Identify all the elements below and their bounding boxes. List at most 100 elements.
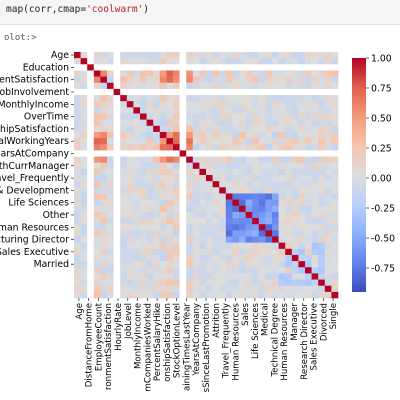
heatmap-cell [173, 248, 180, 256]
heatmap-cell [113, 150, 121, 157]
heatmap-cell [192, 261, 200, 268]
heatmap-cell [126, 113, 134, 120]
heatmap-cell [173, 230, 180, 237]
heatmap-cell [199, 162, 207, 170]
heatmap-cell [113, 107, 121, 114]
heatmap-cell [265, 101, 273, 108]
heatmap-cell [232, 230, 240, 237]
y-tick-label: Married [34, 259, 70, 270]
heatmap-cell [291, 181, 299, 188]
heatmap-cell [173, 181, 180, 188]
heatmap-cell [212, 125, 220, 133]
heatmap-cell [324, 218, 332, 225]
heatmap-cell [232, 267, 240, 274]
heatmap-cell [206, 82, 213, 90]
heatmap-cell [133, 279, 141, 286]
heatmap-cell [80, 261, 88, 268]
heatmap-cell [140, 101, 147, 108]
heatmap-cell [100, 119, 108, 127]
colorbar-tick-label: -0.25 [371, 203, 395, 214]
heatmap-cell [265, 64, 273, 71]
heatmap-cell [311, 138, 319, 145]
heatmap-cell [232, 211, 240, 219]
heatmap-cell [87, 254, 95, 262]
heatmap-cell [93, 64, 101, 71]
heatmap-cell [252, 144, 260, 151]
heatmap-cell [252, 64, 260, 71]
x-tick-labels: Age DistanceFromHome EmployeeCount ronmentS… [75, 298, 339, 392]
heatmap-cell [179, 95, 187, 102]
heatmap-cell [305, 218, 312, 225]
heatmap-cell [93, 88, 101, 96]
heatmap-cell [285, 52, 293, 59]
heatmap-cell [146, 236, 154, 243]
heatmap-cell [87, 64, 95, 71]
heatmap-cell [232, 88, 240, 96]
heatmap-cell [146, 187, 154, 194]
heatmap-cell [179, 64, 187, 71]
heatmap-cell [173, 261, 180, 268]
heatmap-cell [318, 70, 326, 77]
y-tick-label: Life Sciences [8, 198, 69, 209]
heatmap-cell [291, 107, 299, 114]
heatmap-cell [311, 131, 319, 139]
heatmap-cell [272, 193, 279, 200]
heatmap-cell [265, 181, 273, 188]
heatmap-cell [140, 138, 147, 145]
heatmap-cell [225, 230, 233, 237]
heatmap-cell [245, 193, 253, 200]
heatmap-cell [272, 131, 279, 139]
heatmap-cell [239, 242, 246, 250]
heatmap-cell [179, 199, 187, 207]
heatmap-cell [153, 248, 161, 256]
heatmap-cell [311, 224, 319, 231]
heatmap-cell [199, 267, 207, 274]
heatmap-cell [107, 58, 114, 65]
heatmap-cell [100, 193, 108, 200]
heatmap-cell [206, 119, 213, 127]
heatmap-cell [93, 58, 101, 65]
heatmap-cell [285, 224, 293, 231]
heatmap-cell [126, 236, 134, 243]
heatmap-cell [318, 175, 326, 182]
heatmap-cell [107, 254, 114, 262]
heatmap-cell [80, 279, 88, 286]
heatmap-cell [291, 119, 299, 127]
heatmap-cell [120, 291, 128, 299]
heatmap-cell [272, 187, 279, 194]
heatmap-cell [225, 95, 233, 102]
heatmap-cell [166, 58, 174, 65]
heatmap-cell [107, 76, 114, 84]
heatmap-cell [159, 156, 167, 163]
heatmap-cell [318, 119, 326, 127]
colorbar [352, 58, 366, 292]
heatmap-cell [173, 107, 180, 114]
heatmap-cell [199, 125, 207, 133]
heatmap-cell [93, 162, 101, 170]
code-cell[interactable]: map(corr,cmap='coolwarm') [0, 0, 400, 25]
heatmap-cell [107, 70, 114, 77]
heatmap-cell [120, 248, 128, 256]
x-tick-label: Research Director [300, 303, 310, 380]
heatmap-cell [258, 64, 266, 71]
heatmap-cell [311, 76, 319, 84]
heatmap-cell [324, 205, 332, 213]
heatmap-cell [291, 64, 299, 71]
heatmap-cell [245, 162, 253, 170]
heatmap-cell [298, 119, 306, 127]
heatmap-cell [199, 205, 207, 213]
heatmap-cell [166, 125, 174, 133]
heatmap-cell [80, 156, 88, 163]
heatmap-cell [219, 58, 227, 65]
heatmap-cell [80, 175, 88, 182]
heatmap-cell [153, 76, 161, 84]
heatmap-cell [239, 125, 246, 133]
heatmap-cell [239, 162, 246, 170]
heatmap-cell [74, 64, 81, 71]
heatmap-cell [298, 64, 306, 71]
heatmap-cell [159, 181, 167, 188]
heatmap-cell [87, 199, 95, 207]
heatmap-cell [80, 285, 88, 293]
heatmap-cell [120, 162, 128, 170]
heatmap-cell [311, 273, 319, 280]
